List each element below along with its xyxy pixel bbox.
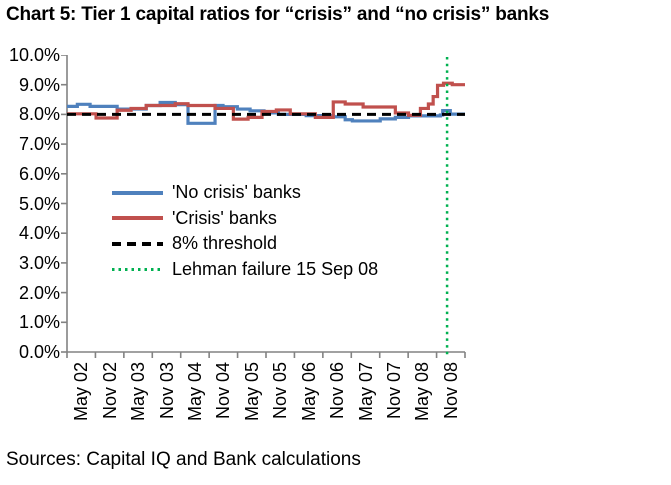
chart-title: Chart 5: Tier 1 capital ratios for “cris… [6,4,550,25]
legend-line-swatch-dotted [112,267,163,271]
x-axis-tick-label: May 08 [412,362,433,422]
chart-legend: 'No crisis' banks 'Crisis' banks 8% thresh… [112,180,378,282]
legend-line-swatch-solid [112,190,163,195]
x-axis-tick-label: May 03 [128,362,149,422]
y-axis-tick-label: 10.0% [8,45,60,65]
y-axis-tick-label: 1.0% [18,312,60,333]
legend-item: 'No crisis' banks [112,180,378,206]
x-axis-tick-label: Nov 08 [440,362,461,420]
x-axis-tick-label: Nov 03 [156,362,177,420]
x-axis-tick-label: May 06 [298,362,319,422]
x-axis-tick-label: May 07 [355,362,376,422]
legend-label: 8% threshold [172,233,278,254]
legend-item: 8% threshold [112,231,378,257]
y-axis-tick-label: 9.0% [18,74,60,95]
y-axis-tick-label: 2.0% [18,282,60,303]
chart-plot-area [61,55,466,358]
x-axis-tick-label: Nov 07 [383,362,404,420]
legend-label: 'No crisis' banks [172,182,301,203]
legend-line-swatch-dashed [112,242,163,246]
y-axis-tick-label: 3.0% [18,252,60,273]
y-axis-tick-label: 7.0% [18,134,60,155]
x-axis-tick-label: May 02 [71,362,92,422]
x-axis-tick-label: Nov 02 [99,362,120,420]
x-axis-tick-label: Nov 06 [327,362,348,420]
legend-line-swatch-solid [112,216,163,221]
legend-label: Lehman failure 15 Sep 08 [172,258,379,279]
x-axis-tick-label: Nov 05 [270,362,291,420]
y-axis-tick-label: 8.0% [18,104,60,125]
series-line-crisis-banks [67,81,465,121]
legend-item: Lehman failure 15 Sep 08 [112,257,378,283]
x-axis-tick-label: May 05 [241,362,262,422]
legend-label: 'Crisis' banks [172,207,277,228]
x-axis-tick-label: Nov 04 [213,362,234,420]
source-note: Sources: Capital IQ and Bank calculation… [6,449,361,470]
y-axis-tick-label: 5.0% [18,193,60,214]
y-axis-tick-label: 4.0% [18,223,60,244]
legend-item: 'Crisis' banks [112,206,378,232]
y-axis-tick-label: 0.0% [18,342,60,362]
y-axis-tick-label: 6.0% [18,163,60,184]
x-axis-tick-label: May 04 [184,362,205,422]
